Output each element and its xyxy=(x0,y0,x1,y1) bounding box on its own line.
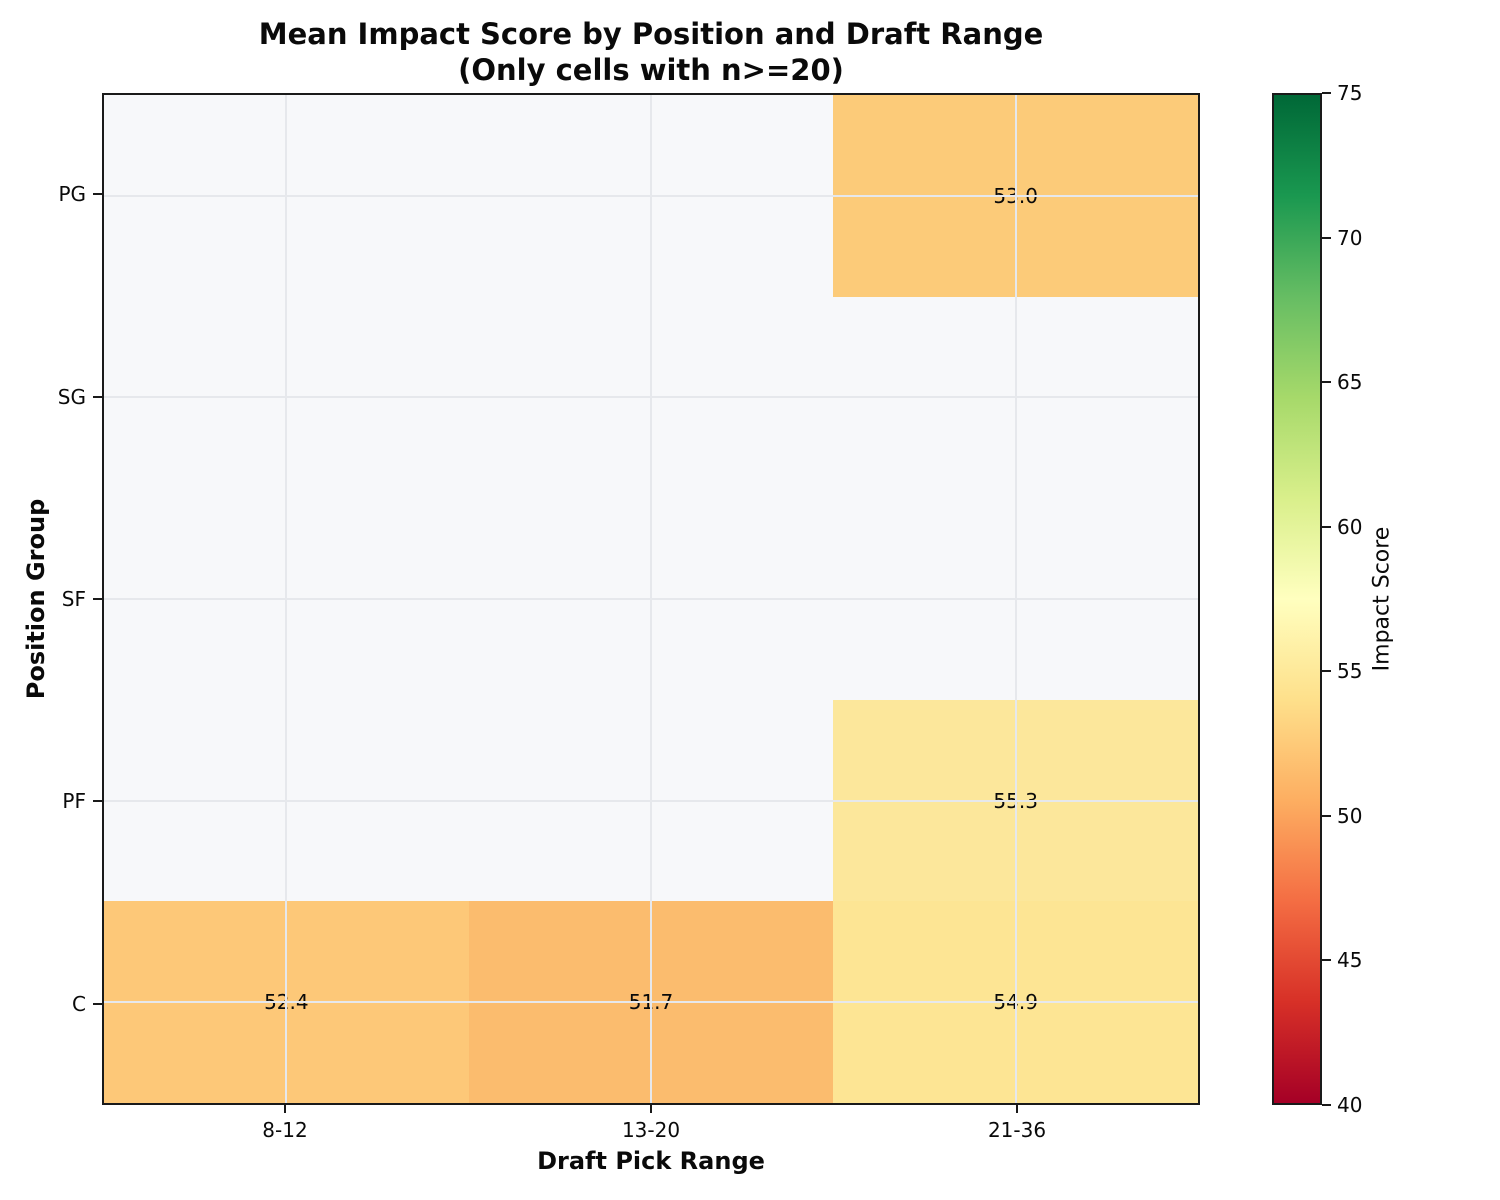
colorbar-tick-label: 45 xyxy=(1337,948,1363,973)
y-tick-label: SG xyxy=(57,384,86,409)
x-tick-label: 8-12 xyxy=(262,1118,308,1142)
y-axis-label: Position Group xyxy=(22,498,50,700)
colorbar-tick-label: 75 xyxy=(1337,81,1363,105)
chart-title: Mean Impact Score by Position and Draft … xyxy=(102,16,1200,88)
y-tick-mark xyxy=(93,395,102,398)
heatmap-plot: 53.055.352.451.754.9 xyxy=(102,93,1200,1105)
colorbar-tick-label: 55 xyxy=(1337,659,1363,684)
y-tick-mark xyxy=(93,598,102,600)
x-tick-mark xyxy=(284,1105,286,1113)
colorbar-tick-mark xyxy=(1322,1104,1331,1106)
colorbar-ticks: 40 45 50 55 60 65 70 75 xyxy=(1322,81,1432,1117)
gridline-horizontal xyxy=(104,1001,1198,1004)
colorbar-label: Impact Score xyxy=(1369,526,1395,672)
y-tick-label: PG xyxy=(58,182,86,207)
x-axis-ticks: 8-12 13-20 21-36 xyxy=(102,1105,1200,1149)
y-axis-ticks: PG SG SF PF C xyxy=(0,93,102,1105)
colorbar-tick-label: 60 xyxy=(1337,514,1363,539)
x-axis-label: Draft Pick Range xyxy=(537,1147,765,1175)
colorbar-tick-label: 50 xyxy=(1337,803,1363,828)
x-tick-label: 13-20 xyxy=(621,1118,681,1142)
x-tick-label: 21-36 xyxy=(987,1118,1047,1142)
y-tick-label: PF xyxy=(62,789,86,814)
colorbar-tick-mark xyxy=(1322,381,1331,384)
heatmap-grid: 53.055.352.451.754.9 xyxy=(104,95,1198,1103)
y-tick-label: SF xyxy=(61,587,86,611)
colorbar-tick-label: 70 xyxy=(1337,225,1363,250)
colorbar-tick-mark xyxy=(1322,525,1331,528)
gridline-horizontal xyxy=(104,799,1198,802)
gridline-horizontal xyxy=(104,396,1198,399)
colorbar-tick-label: 65 xyxy=(1337,370,1363,395)
y-tick-mark xyxy=(93,1002,102,1005)
colorbar xyxy=(1272,93,1322,1105)
colorbar-tick-mark xyxy=(1322,959,1331,962)
x-tick-mark xyxy=(650,1105,652,1113)
chart-title-line1: Mean Impact Score by Position and Draft … xyxy=(258,17,1044,51)
colorbar-tick-mark xyxy=(1322,814,1331,817)
gridline-horizontal xyxy=(104,194,1198,197)
colorbar-tick-mark xyxy=(1322,236,1331,239)
y-tick-mark xyxy=(93,193,102,196)
colorbar-tick-mark xyxy=(1322,92,1331,94)
colorbar-tick-label: 40 xyxy=(1337,1093,1363,1117)
colorbar-tick-mark xyxy=(1322,670,1331,673)
x-tick-mark xyxy=(1016,1105,1018,1113)
gridline-horizontal xyxy=(104,598,1198,600)
chart-title-line2: (Only cells with n>=20) xyxy=(458,53,844,87)
y-tick-label: C xyxy=(72,991,86,1016)
y-tick-mark xyxy=(93,800,102,803)
